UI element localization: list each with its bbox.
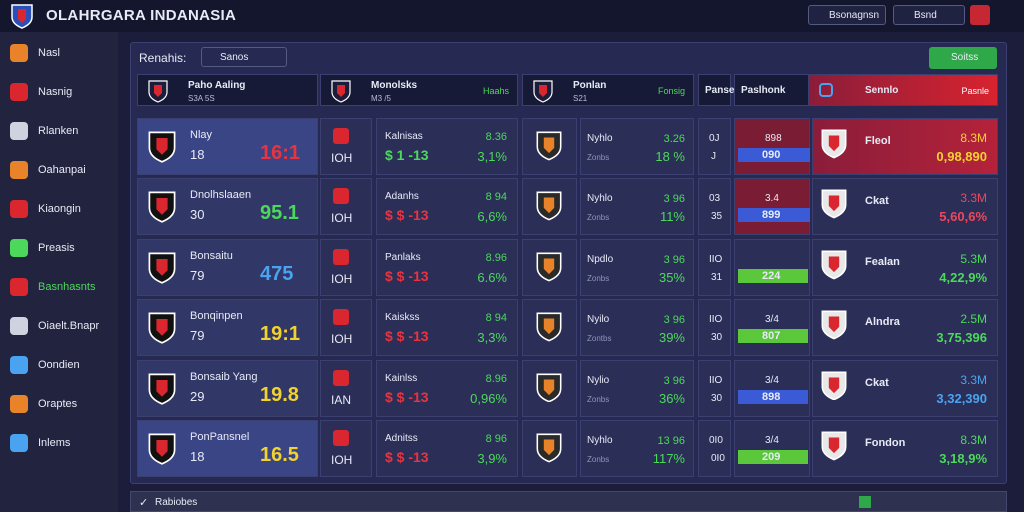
nav-item: Rlanken xyxy=(38,125,79,137)
nav-icon xyxy=(10,317,28,335)
app-logo xyxy=(11,4,33,29)
nav-item: Oahanpai xyxy=(38,164,86,176)
main-panel: Renahis: Sanos Soitss xyxy=(130,42,1007,484)
footer-bar: ✓ Rabiobes xyxy=(130,491,1007,512)
filter-label: Renahis: xyxy=(139,51,187,65)
nav-icon xyxy=(10,122,28,140)
nav-item: Nasnig xyxy=(38,86,73,98)
top-bar: OLAHRGARA INDANASIA Bsonagnsn Bsnd xyxy=(0,0,1024,32)
filter-dropdown[interactable]: Sanos xyxy=(201,47,287,67)
nav-icon xyxy=(10,83,28,101)
menu-button[interactable] xyxy=(970,5,990,25)
nav-icon xyxy=(10,239,28,257)
nav-item: Oiaelt.Bnapr xyxy=(38,320,100,332)
nav-item: Kiaongin xyxy=(38,203,81,215)
nav-icon xyxy=(10,356,28,374)
footer-icon[interactable] xyxy=(859,496,871,508)
action-button[interactable]: Soitss xyxy=(929,47,997,69)
search-box[interactable]: Bsonagnsn xyxy=(808,5,886,25)
nav-icon xyxy=(10,44,28,62)
nav-item: Oondien xyxy=(38,359,80,371)
app-title: OLAHRGARA INDANASIA xyxy=(46,7,237,24)
nav-icon xyxy=(10,395,28,413)
footer-check: ✓ xyxy=(139,497,149,509)
nav-item: Nasl xyxy=(38,47,61,59)
footer-label: Rabiobes xyxy=(155,497,198,508)
nav-item: Oraptes xyxy=(38,398,78,410)
user-button[interactable]: Bsnd xyxy=(893,5,965,25)
nav-icon xyxy=(10,434,28,452)
nav-item: Preasis xyxy=(38,242,75,254)
nav-icon xyxy=(10,200,28,218)
nav-item: Basnhasnts xyxy=(38,281,96,293)
nav-icon xyxy=(10,161,28,179)
nav-item: Inlems xyxy=(38,437,71,449)
nav-icon xyxy=(10,278,28,296)
sidebar: Nasl Nasnig Rlanken Oahanpai Kiaongin Preasis… xyxy=(0,32,118,512)
